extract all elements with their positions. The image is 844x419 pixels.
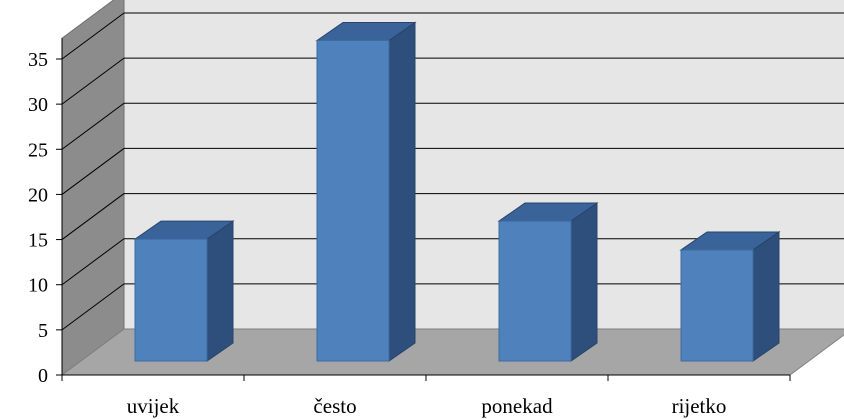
bar <box>680 249 754 362</box>
x-tick-label: ponekad <box>481 394 553 418</box>
y-tick-label: 35 <box>28 49 48 71</box>
labels: 0 5 10 15 20 25 30 35 uvijek često ponekad rijetko <box>28 49 726 418</box>
bars <box>133 21 781 362</box>
y-tick-label: 0 <box>38 365 48 387</box>
x-tick-label: često <box>313 394 356 418</box>
y-tick-label: 15 <box>28 230 48 252</box>
bar-side <box>752 230 780 362</box>
chart-walls <box>60 0 844 376</box>
gridline-side <box>61 283 125 331</box>
axes <box>56 38 791 381</box>
bar <box>498 220 572 362</box>
y-tick-label: 5 <box>38 320 48 342</box>
bar-side <box>388 21 416 362</box>
bar <box>134 238 208 362</box>
y-tick-label: 30 <box>28 94 48 116</box>
y-tick-label: 20 <box>28 184 48 206</box>
gridline-side <box>61 148 125 195</box>
y-tick-label: 25 <box>28 139 48 161</box>
x-tick-label: uvijek <box>127 394 180 418</box>
gridline-side <box>61 238 125 286</box>
x-tick-label: rijetko <box>672 394 727 418</box>
gridline-side <box>61 193 125 240</box>
gridlines <box>61 12 844 331</box>
y-tick-label: 10 <box>28 275 48 297</box>
gridline-side <box>61 12 125 60</box>
bar <box>316 39 390 362</box>
bar-side <box>570 202 598 362</box>
gridline-side <box>61 57 125 105</box>
gridline-side <box>61 102 125 150</box>
bar-side <box>206 220 234 362</box>
